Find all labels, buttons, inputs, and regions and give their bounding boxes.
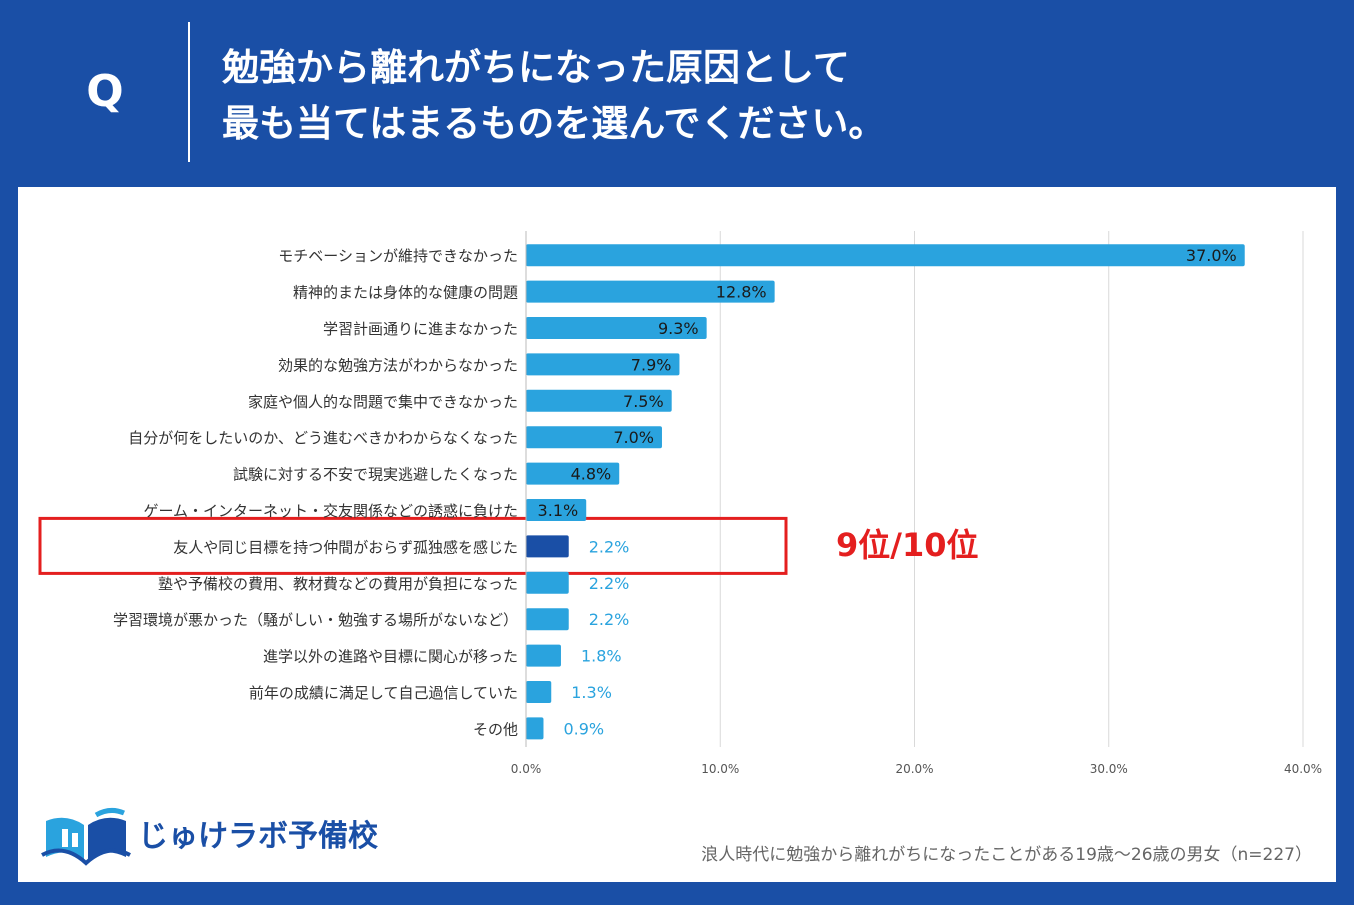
bar	[526, 426, 662, 449]
category-label: モチベーションが維持できなかった	[278, 247, 518, 265]
value-label: 1.3%	[571, 683, 612, 702]
logo-text: じゅけラボ予備校	[138, 819, 378, 854]
category-label: ゲーム・インターネット・交友関係などの誘惑に負けた	[143, 502, 518, 520]
category-label: 学習環境が悪かった（騒がしい・勉強する場所がないなど）	[113, 611, 518, 629]
bar	[526, 389, 672, 412]
highlight-box	[38, 516, 788, 575]
value-label: 2.2%	[589, 537, 630, 556]
value-label: 4.8%	[571, 465, 612, 484]
bar-chart: 0.0% 10.0% 20.0% 30.0% 40.0% モチベーションが維持できなかった…	[38, 231, 1322, 776]
bar	[526, 499, 587, 521]
category-label: 学習計画通りに進まなかった	[323, 320, 518, 338]
question-title-line2: 最も当てはまるものを選んでください。	[222, 102, 886, 145]
chart-panel: 0.0% 10.0% 20.0% 30.0% 40.0% モチベーションが維持できなかった…	[18, 187, 1336, 882]
value-label: 7.5%	[623, 392, 664, 411]
category-label: 友人や同じ目標を持つ仲間がおらず孤独感を感じた	[173, 538, 518, 556]
value-label: 1.8%	[581, 647, 622, 666]
value-label: 3.1%	[538, 501, 579, 520]
survey-footnote: 浪人時代に勉強から離れがちになったことがある19歳〜26歳の男女（n=227）	[701, 845, 1312, 865]
value-label: 7.9%	[631, 355, 672, 374]
bar	[526, 717, 544, 740]
x-tick-label: 20.0%	[895, 762, 933, 776]
category-label: 精神的または身体的な健康の問題	[293, 284, 518, 302]
book-logo-icon	[41, 807, 131, 866]
x-tick-label: 0.0%	[511, 762, 542, 776]
bar	[526, 244, 1245, 267]
category-label: 前年の成績に満足して自己過信していた	[249, 684, 518, 702]
question-title-line1: 勉強から離れがちになった原因として	[222, 46, 850, 89]
rank-annotation: 9位/10位	[836, 526, 979, 564]
category-label: 自分が何をしたいのか、どう進むべきかわからなくなった	[128, 429, 518, 447]
value-label: 2.2%	[589, 574, 630, 593]
value-label: 0.9%	[563, 719, 604, 738]
category-label: 家庭や個人的な問題で集中できなかった	[248, 393, 518, 411]
value-label: 2.2%	[589, 610, 630, 629]
bar	[526, 571, 569, 594]
bar	[526, 608, 569, 631]
category-label: 塾や予備校の費用、教材費などの費用が負担になった	[158, 575, 518, 593]
bar	[526, 644, 561, 667]
question-title: 勉強から離れがちになった原因として 最も当てはまるものを選んでください。	[222, 40, 1322, 152]
header-divider	[188, 22, 190, 162]
value-label: 9.3%	[658, 319, 699, 338]
bar	[526, 317, 707, 339]
category-label: 試験に対する不安で現実逃避したくなった	[233, 466, 518, 484]
bar	[526, 462, 620, 485]
bar	[526, 535, 569, 558]
category-label: 効果的な勉強方法がわからなかった	[278, 356, 518, 374]
bar	[526, 353, 680, 376]
x-tick-label: 40.0%	[1284, 762, 1322, 776]
category-label: その他	[473, 720, 518, 738]
value-label: 37.0%	[1186, 246, 1237, 265]
x-tick-label: 10.0%	[701, 762, 739, 776]
bar	[526, 280, 775, 303]
logo: じゅけラボ予備校	[40, 807, 378, 867]
value-label: 12.8%	[716, 283, 767, 302]
question-mark: Q	[86, 66, 124, 117]
category-label: 進学以外の進路や目標に関心が移った	[263, 648, 518, 666]
bar	[526, 681, 552, 703]
x-tick-label: 30.0%	[1090, 762, 1128, 776]
value-label: 7.0%	[613, 428, 654, 447]
